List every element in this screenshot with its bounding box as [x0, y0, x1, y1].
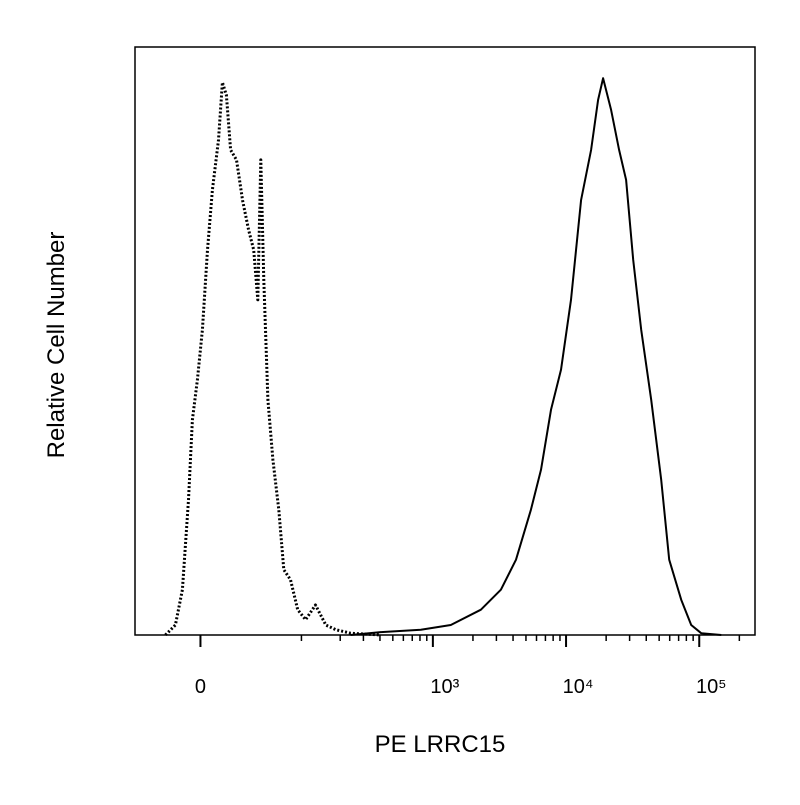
x-axis-title: PE LRRC15 — [375, 731, 506, 758]
x-tick-label: 10⁵ — [696, 676, 727, 698]
histogram-line — [164, 80, 381, 637]
x-tick-label: 0 — [195, 676, 206, 698]
x-tick-label: 10⁴ — [563, 676, 594, 698]
histogram-line — [350, 77, 722, 636]
plot-frame — [134, 46, 756, 636]
x-tick-label: 10³ — [430, 676, 459, 698]
y-axis-title: Relative Cell Number — [43, 232, 70, 459]
